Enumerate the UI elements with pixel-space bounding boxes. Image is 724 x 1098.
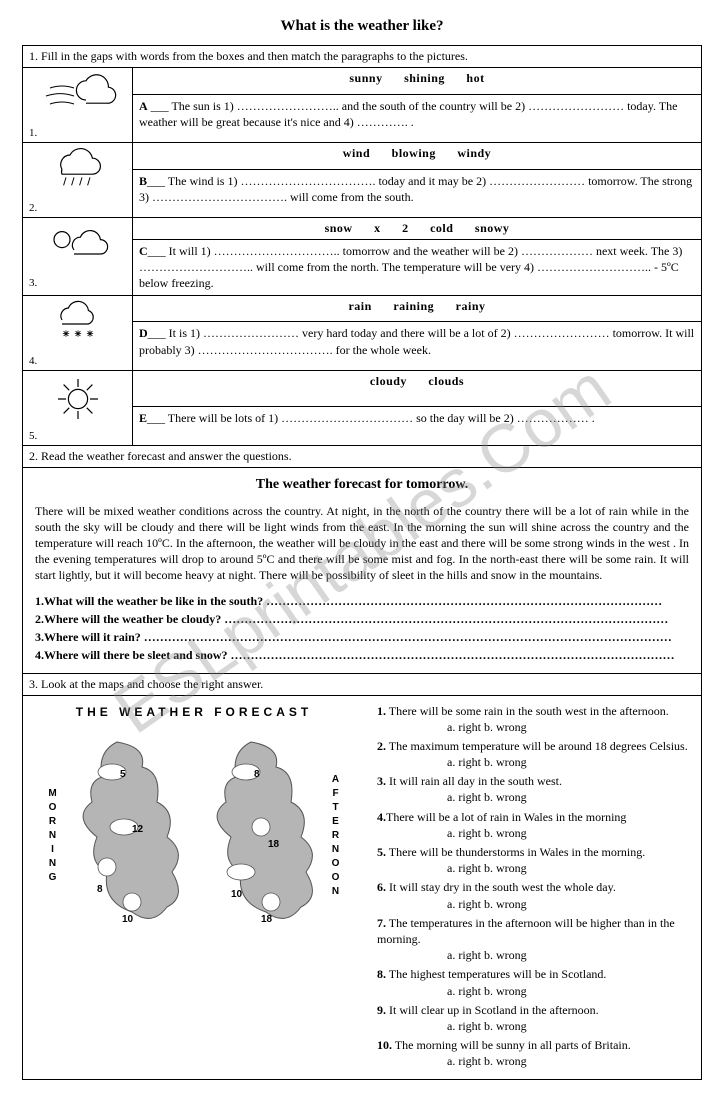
label-morning: MORNING — [47, 788, 58, 886]
q3-item: 5. There will be thunderstorms in Wales … — [377, 844, 693, 876]
wordbank-5: cloudy clouds — [133, 370, 702, 407]
q3-item: 1. There will be some rain in the south … — [377, 703, 693, 735]
temp-a-1: 8 — [254, 769, 260, 780]
letter-e: E — [139, 411, 147, 425]
row-number-4: 4. — [29, 355, 126, 367]
q3-item: 4.There will be a lot of rain in Wales i… — [377, 809, 693, 841]
q3-text: 10. The morning will be sunny in all par… — [377, 1037, 693, 1053]
questions-section-2: 1.What will the weather be like in the s… — [29, 590, 695, 670]
q3-item: 10. The morning will be sunny in all par… — [377, 1037, 693, 1069]
worksheet-table: 1. Fill in the gaps with words from the … — [22, 45, 702, 1080]
q3-text: 3. It will rain all day in the south wes… — [377, 773, 693, 789]
temp-m-1: 5 — [120, 769, 126, 780]
q3-options: a. right b. wrong — [377, 860, 693, 876]
q3-text: 4.There will be a lot of rain in Wales i… — [377, 809, 693, 825]
q2-3: 3.Where will it rain? ………………………………………………… — [35, 628, 689, 646]
q3-item: 3. It will rain all day in the south wes… — [377, 773, 693, 805]
text-b: ___ The wind is 1) ……………………………. today an… — [139, 174, 692, 204]
paragraph-d: D___ It is 1) …………………… very hard today a… — [133, 322, 702, 370]
letter-c: C — [139, 244, 148, 258]
text-e: ___ There will be lots of 1) ……………………………… — [147, 411, 595, 425]
q2-1-text: 1.What will the weather be like in the s… — [35, 594, 662, 608]
q3-text: 7. The temperatures in the afternoon wil… — [377, 915, 693, 947]
rain-cloud-icon — [38, 146, 118, 196]
instruction-2: 2. Read the weather forecast and answer … — [23, 445, 702, 467]
wordbank-1: sunny shining hot — [133, 68, 702, 95]
temp-m-2: 12 — [132, 824, 144, 835]
forecast-title: The weather forecast for tomorrow. — [29, 471, 695, 499]
q3-options: a. right b. wrong — [377, 789, 693, 805]
wordbank-3: snow x 2 cold snowy — [133, 218, 702, 240]
page-title: What is the weather like? — [22, 18, 702, 35]
q3-text: 8. The highest temperatures will be in S… — [377, 966, 693, 982]
q3-text: 5. There will be thunderstorms in Wales … — [377, 844, 693, 860]
icon-cell-2: 2. — [23, 143, 133, 218]
q3-options: a. right b. wrong — [377, 1018, 693, 1034]
icon-cell-3: 3. — [23, 218, 133, 296]
q2-2-text: 2.Where will the weather be cloudy? …………… — [35, 612, 668, 626]
q2-4: 4.Where will there be sleet and snow? ……… — [35, 646, 689, 664]
forecast-body: There will be mixed weather conditions a… — [29, 499, 695, 590]
temp-a-2: 18 — [268, 839, 280, 850]
sun-icon — [38, 374, 118, 424]
icon-cell-1: 1. — [23, 68, 133, 143]
temp-a-3: 10 — [231, 889, 243, 900]
paragraph-b: B___ The wind is 1) ……………………………. today a… — [133, 169, 702, 217]
icon-cell-4: 4. — [23, 295, 133, 370]
temp-m-3: 8 — [97, 884, 103, 895]
text-d: ___ It is 1) …………………… very hard today an… — [139, 326, 694, 356]
wordbank-2: wind blowing windy — [133, 143, 702, 170]
q3-options: a. right b. wrong — [377, 1053, 693, 1069]
map-afternoon: 8 18 10 18 — [196, 727, 326, 947]
instruction-3: 3. Look at the maps and choose the right… — [23, 673, 702, 695]
q3-item: 2. The maximum temperature will be aroun… — [377, 738, 693, 770]
temp-m-4: 10 — [122, 914, 134, 925]
q3-item: 8. The highest temperatures will be in S… — [377, 966, 693, 998]
q2-2: 2.Where will the weather be cloudy? …………… — [35, 610, 689, 628]
maps-column: THE WEATHER FORECAST MORNING 5 12 8 — [29, 699, 359, 1077]
text-c: ___ It will 1) ………………………….. tomorrow and… — [139, 244, 682, 290]
q2-1: 1.What will the weather be like in the s… — [35, 592, 689, 610]
row-number-3: 3. — [29, 277, 126, 289]
paragraph-c: C___ It will 1) ………………………….. tomorrow an… — [133, 240, 702, 296]
text-a: ___ The sun is 1) …………………….. and the sou… — [139, 99, 677, 129]
label-afternoon: AFTERNOON — [330, 774, 341, 900]
sun-cloud-icon — [38, 221, 118, 271]
wind-cloud-icon — [38, 71, 118, 121]
q2-4-text: 4.Where will there be sleet and snow? ……… — [35, 648, 675, 662]
row-number-1: 1. — [29, 127, 126, 139]
row-number-2: 2. — [29, 202, 126, 214]
q2-3-text: 3.Where will it rain? ………………………………………………… — [35, 630, 672, 644]
map-morning: 5 12 8 10 — [62, 727, 192, 947]
paragraph-e: E___ There will be lots of 1) …………………………… — [133, 407, 702, 446]
q3-item: 9. It will clear up in Scotland in the a… — [377, 1002, 693, 1034]
icon-cell-5: 5. — [23, 370, 133, 445]
q3-text: 1. There will be some rain in the south … — [377, 703, 693, 719]
snow-cloud-icon — [38, 299, 118, 349]
temp-a-4: 18 — [261, 914, 273, 925]
map-title: THE WEATHER FORECAST — [29, 705, 359, 719]
letter-d: D — [139, 326, 148, 340]
row-number-5: 5. — [29, 430, 126, 442]
paragraph-a: A ___ The sun is 1) …………………….. and the s… — [133, 94, 702, 142]
q3-text: 6. It will stay dry in the south west th… — [377, 879, 693, 895]
q3-text: 2. The maximum temperature will be aroun… — [377, 738, 693, 754]
instruction-1: 1. Fill in the gaps with words from the … — [23, 46, 702, 68]
q3-options: a. right b. wrong — [377, 719, 693, 735]
q3-options: a. right b. wrong — [377, 896, 693, 912]
wordbank-4: rain raining rainy — [133, 295, 702, 322]
q3-item: 7. The temperatures in the afternoon wil… — [377, 915, 693, 964]
q3-options: a. right b. wrong — [377, 983, 693, 999]
q3-item: 6. It will stay dry in the south west th… — [377, 879, 693, 911]
q3-options: a. right b. wrong — [377, 825, 693, 841]
q3-options: a. right b. wrong — [377, 947, 693, 963]
q3-text: 9. It will clear up in Scotland in the a… — [377, 1002, 693, 1018]
letter-b: B — [139, 174, 147, 188]
questions-section-3: 1. There will be some rain in the south … — [367, 699, 695, 1077]
q3-options: a. right b. wrong — [377, 754, 693, 770]
letter-a: A — [139, 99, 148, 113]
